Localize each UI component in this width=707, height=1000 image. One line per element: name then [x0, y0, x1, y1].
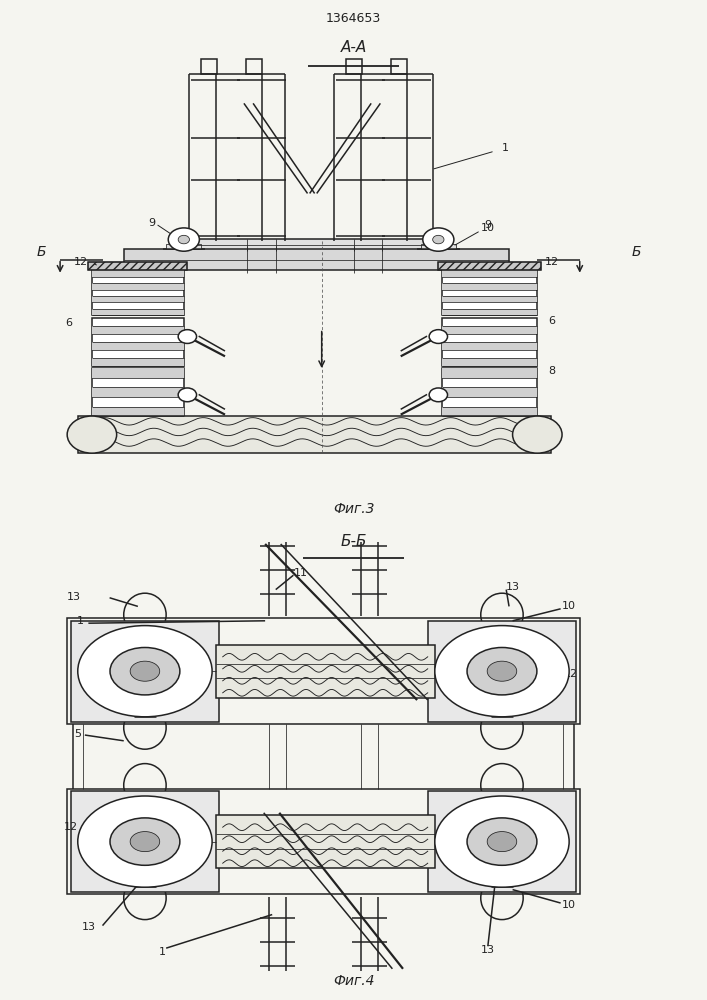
- Bar: [442, 368, 537, 378]
- Circle shape: [513, 416, 562, 453]
- Bar: [88, 262, 187, 270]
- Circle shape: [130, 661, 160, 681]
- Bar: [438, 262, 541, 270]
- Text: 1: 1: [76, 616, 83, 626]
- Bar: [428, 621, 576, 722]
- Text: 10: 10: [562, 601, 576, 611]
- Bar: [216, 645, 435, 698]
- Bar: [346, 59, 362, 74]
- Text: 9: 9: [148, 218, 156, 228]
- Bar: [442, 270, 537, 315]
- Bar: [92, 358, 184, 366]
- Circle shape: [487, 661, 517, 681]
- Bar: [442, 358, 537, 366]
- Bar: [442, 318, 537, 366]
- Text: Б: Б: [631, 245, 641, 259]
- Bar: [216, 815, 435, 868]
- Circle shape: [487, 832, 517, 852]
- Circle shape: [429, 388, 448, 402]
- Text: 11: 11: [293, 568, 308, 578]
- Circle shape: [78, 626, 212, 717]
- Circle shape: [433, 235, 444, 244]
- Bar: [438, 262, 541, 270]
- Bar: [92, 368, 184, 416]
- Circle shape: [435, 626, 569, 717]
- Bar: [92, 342, 184, 350]
- Text: Б: Б: [37, 245, 46, 259]
- Text: 12: 12: [74, 257, 88, 267]
- Bar: [442, 283, 537, 290]
- Bar: [442, 387, 537, 397]
- Bar: [442, 342, 537, 350]
- Text: 13: 13: [506, 582, 520, 592]
- Text: 6: 6: [65, 318, 72, 328]
- Bar: [442, 368, 537, 416]
- Text: 12: 12: [64, 822, 78, 832]
- Bar: [92, 309, 184, 315]
- Bar: [92, 270, 184, 277]
- Bar: [442, 296, 537, 302]
- Text: 10: 10: [481, 223, 495, 233]
- Circle shape: [178, 330, 197, 343]
- Text: 10: 10: [562, 900, 576, 910]
- Circle shape: [435, 796, 569, 887]
- Text: 1: 1: [159, 947, 166, 957]
- Text: 13: 13: [481, 945, 495, 955]
- Text: 1364653: 1364653: [326, 12, 381, 25]
- Circle shape: [467, 818, 537, 865]
- Text: 12: 12: [544, 257, 559, 267]
- Bar: [442, 326, 537, 334]
- Circle shape: [110, 818, 180, 865]
- Circle shape: [168, 228, 199, 251]
- Bar: [92, 326, 184, 334]
- Circle shape: [178, 388, 197, 402]
- Bar: [88, 262, 187, 270]
- Text: 6: 6: [548, 316, 555, 326]
- Bar: [442, 407, 537, 416]
- Bar: [124, 249, 509, 270]
- Bar: [92, 407, 184, 416]
- Text: 1: 1: [502, 143, 509, 153]
- Bar: [246, 59, 262, 74]
- Text: А-А: А-А: [340, 40, 367, 55]
- Bar: [92, 387, 184, 397]
- Bar: [67, 618, 580, 724]
- Circle shape: [130, 832, 160, 852]
- Bar: [166, 244, 201, 249]
- Circle shape: [78, 796, 212, 887]
- Text: 12: 12: [564, 669, 578, 679]
- Circle shape: [110, 647, 180, 695]
- Text: Фиг.3: Фиг.3: [333, 502, 374, 516]
- Bar: [92, 270, 184, 315]
- Circle shape: [429, 330, 448, 343]
- Circle shape: [423, 228, 454, 251]
- Bar: [428, 791, 576, 892]
- Bar: [92, 283, 184, 290]
- Bar: [92, 368, 184, 378]
- Bar: [71, 621, 219, 722]
- Bar: [201, 59, 217, 74]
- Bar: [78, 416, 551, 453]
- Circle shape: [178, 235, 189, 244]
- Bar: [189, 238, 433, 251]
- Bar: [391, 59, 407, 74]
- Bar: [442, 270, 537, 277]
- Text: 13: 13: [81, 922, 95, 932]
- Circle shape: [467, 647, 537, 695]
- Bar: [67, 789, 580, 894]
- Bar: [92, 296, 184, 302]
- Text: 5: 5: [74, 729, 81, 739]
- Text: 13: 13: [67, 592, 81, 602]
- Text: Б-Б: Б-Б: [340, 534, 367, 549]
- Bar: [421, 244, 456, 249]
- Bar: [442, 309, 537, 315]
- Bar: [71, 791, 219, 892]
- Text: Фиг.4: Фиг.4: [333, 974, 374, 988]
- Text: 8: 8: [548, 366, 555, 376]
- Text: 9: 9: [484, 220, 491, 230]
- Bar: [92, 318, 184, 366]
- Text: 5: 5: [79, 443, 86, 453]
- Circle shape: [67, 416, 117, 453]
